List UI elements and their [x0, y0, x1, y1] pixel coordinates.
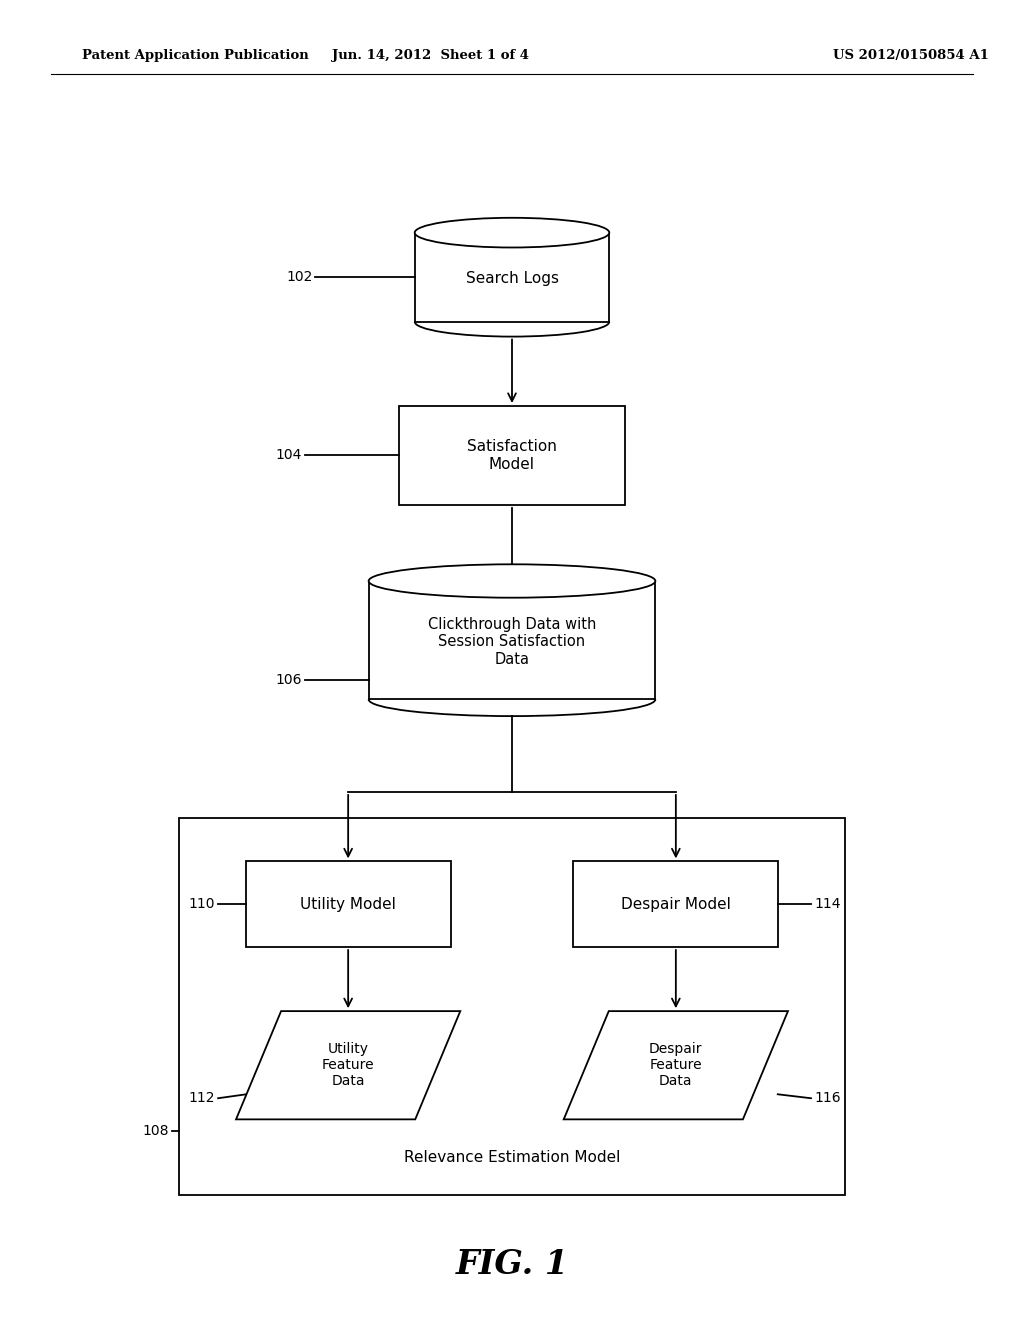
- Bar: [179, 818, 845, 1195]
- Text: Patent Application Publication: Patent Application Publication: [82, 49, 308, 62]
- Ellipse shape: [369, 565, 655, 598]
- Text: 104: 104: [275, 449, 302, 462]
- Text: FIG. 1: FIG. 1: [456, 1249, 568, 1280]
- Text: 116: 116: [814, 1092, 841, 1105]
- Text: 106: 106: [275, 673, 302, 686]
- Polygon shape: [563, 1011, 788, 1119]
- Text: Utility Model: Utility Model: [300, 896, 396, 912]
- Text: Despair
Feature
Data: Despair Feature Data: [649, 1041, 702, 1089]
- Text: Relevance Estimation Model: Relevance Estimation Model: [403, 1150, 621, 1166]
- Text: Search Logs: Search Logs: [466, 271, 558, 286]
- Bar: [399, 407, 625, 504]
- Bar: [573, 862, 778, 948]
- Text: 110: 110: [188, 898, 215, 911]
- Text: 112: 112: [188, 1092, 215, 1105]
- Text: Satisfaction
Model: Satisfaction Model: [467, 440, 557, 471]
- Text: 108: 108: [142, 1125, 169, 1138]
- Polygon shape: [369, 581, 655, 700]
- Text: US 2012/0150854 A1: US 2012/0150854 A1: [834, 49, 989, 62]
- Text: 102: 102: [286, 271, 312, 284]
- Bar: [246, 862, 451, 948]
- Text: 114: 114: [814, 898, 841, 911]
- Polygon shape: [415, 232, 609, 322]
- Polygon shape: [237, 1011, 461, 1119]
- Ellipse shape: [415, 218, 609, 248]
- Text: Clickthrough Data with
Session Satisfaction
Data: Clickthrough Data with Session Satisfact…: [428, 616, 596, 667]
- Text: Despair Model: Despair Model: [621, 896, 731, 912]
- Text: Utility
Feature
Data: Utility Feature Data: [322, 1041, 375, 1089]
- Text: Jun. 14, 2012  Sheet 1 of 4: Jun. 14, 2012 Sheet 1 of 4: [332, 49, 528, 62]
